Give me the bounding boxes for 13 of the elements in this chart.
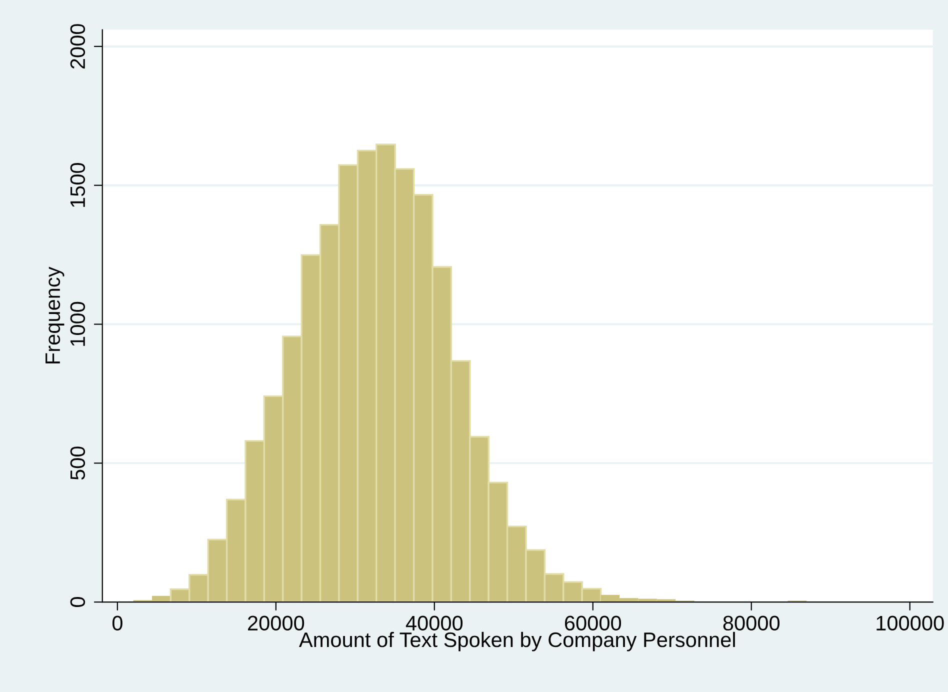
y-tick-label: 0 — [70, 597, 86, 608]
x-tick-label: 0 — [112, 616, 122, 631]
y-tick-label: 1500 — [70, 162, 86, 207]
x-tick-label: 60000 — [564, 616, 622, 631]
x-axis-title: Amount of Text Spoken by Company Personnel — [298, 632, 735, 652]
y-tick-label: 1000 — [70, 302, 86, 346]
y-tick-label: 2000 — [70, 24, 86, 69]
x-tick-label: 20000 — [248, 616, 304, 631]
y-axis-title: Frequency — [46, 266, 64, 364]
y-tick-label: 500 — [70, 446, 86, 480]
x-tick-label: 80000 — [723, 616, 780, 631]
x-tick-label: 100000 — [876, 616, 944, 631]
x-tick-label: 40000 — [406, 616, 463, 631]
